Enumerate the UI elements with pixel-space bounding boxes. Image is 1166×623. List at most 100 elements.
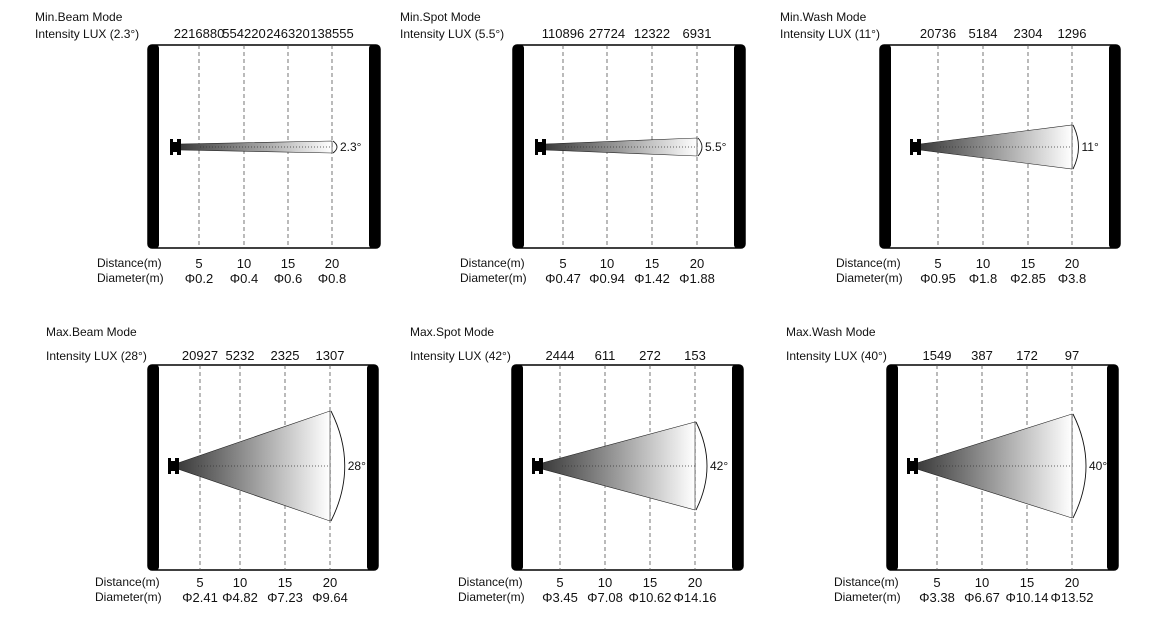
intensity-label: Intensity LUX (40°) [786, 349, 887, 363]
diameter-label: Diameter(m) [97, 271, 164, 285]
diameter-label: Diameter(m) [458, 590, 525, 604]
lux-value: 246320 [266, 26, 310, 41]
fixture-notch [535, 471, 539, 474]
diameter-value: Φ14.16 [673, 590, 717, 605]
frame-right-bar [367, 365, 378, 570]
fixture-notch [171, 458, 175, 461]
frame-left-bar [148, 45, 159, 248]
frame-left-bar [512, 365, 523, 570]
diameter-value: Φ0.2 [184, 271, 214, 286]
lux-value: 554220 [222, 26, 266, 41]
light-beam [919, 124, 1073, 170]
distance-label: Distance(m) [95, 575, 160, 589]
light-fixture-icon [168, 458, 179, 474]
diameter-value: Φ9.64 [312, 590, 348, 605]
beam-angle-label: 11° [1081, 140, 1099, 154]
diameter-value: Φ7.23 [267, 590, 303, 605]
diameter-value: Φ7.08 [587, 590, 623, 605]
intensity-label: Intensity LUX (2.3°) [35, 27, 140, 41]
lux-value: 1549 [922, 348, 952, 363]
diameter-label: Diameter(m) [460, 271, 527, 285]
fixture-notch [913, 152, 917, 155]
light-beam [179, 140, 333, 154]
lux-value: 2216880 [173, 26, 225, 41]
frame-left-bar [148, 365, 159, 570]
panel-title: Min.Beam Mode [35, 10, 123, 24]
angle-arc [332, 140, 338, 154]
distance-label: Distance(m) [97, 256, 162, 270]
diameter-value: Φ2.85 [1010, 271, 1046, 286]
lux-value: 5184 [968, 26, 998, 41]
distance-value: 20 [687, 575, 703, 590]
diameter-value: Φ1.42 [634, 271, 670, 286]
lux-value: 153 [684, 348, 706, 363]
distance-value: 5 [196, 575, 204, 590]
panel-title: Min.Wash Mode [780, 10, 867, 24]
frame-right-bar [1107, 365, 1118, 570]
diameter-value: Φ3.8 [1057, 271, 1087, 286]
diameter-value: Φ10.14 [1005, 590, 1049, 605]
lux-value: 12322 [633, 26, 671, 41]
intensity-label: Intensity LUX (28°) [46, 349, 147, 363]
distance-label: Distance(m) [834, 575, 899, 589]
lux-value: 387 [971, 348, 993, 363]
distance-value: 5 [559, 256, 567, 271]
distance-value: 5 [556, 575, 564, 590]
distance-value: 10 [236, 256, 252, 271]
lux-value: 2325 [270, 348, 300, 363]
distance-value: 20 [322, 575, 338, 590]
lux-value: 110896 [541, 26, 585, 41]
distance-value: 5 [195, 256, 203, 271]
light-fixture-icon [170, 139, 181, 155]
angle-arc [330, 410, 346, 522]
beam-angle-label: 5.5° [705, 140, 727, 154]
lux-value: 611 [594, 348, 616, 363]
diameter-value: Φ0.4 [229, 271, 259, 286]
diameter-value: Φ10.62 [628, 590, 672, 605]
distance-value: 15 [642, 575, 658, 590]
light-beam [541, 421, 696, 511]
light-fixture-icon [532, 458, 543, 474]
fixture-notch [538, 139, 542, 142]
diameter-value: Φ0.6 [273, 271, 303, 286]
beam-angle-label: 2.3° [340, 140, 362, 154]
distance-value: 15 [644, 256, 660, 271]
lux-value: 2304 [1013, 26, 1043, 41]
fixture-notch [173, 139, 177, 142]
panel-title: Max.Spot Mode [410, 325, 495, 339]
diameter-value: Φ6.67 [964, 590, 1000, 605]
lux-value: 27724 [588, 26, 626, 41]
lux-value: 5232 [225, 348, 255, 363]
diameter-value: Φ0.94 [589, 271, 625, 286]
distance-value: 10 [975, 256, 991, 271]
frame-right-bar [734, 45, 745, 248]
light-fixture-icon [535, 139, 546, 155]
frame-left-bar [887, 365, 898, 570]
intensity-label: Intensity LUX (42°) [410, 349, 511, 363]
beam-angle-label: 28° [347, 459, 366, 473]
angle-arc [1072, 124, 1079, 170]
diameter-value: Φ2.41 [182, 590, 218, 605]
distance-value: 5 [933, 575, 941, 590]
lux-value: 2444 [545, 348, 575, 363]
fixture-notch [910, 471, 914, 474]
fixture-notch [173, 152, 177, 155]
panel-title: Max.Wash Mode [786, 325, 876, 339]
light-fixture-icon [910, 139, 921, 155]
distance-label: Distance(m) [458, 575, 523, 589]
distance-value: 10 [232, 575, 248, 590]
angle-arc [697, 137, 703, 157]
fixture-notch [538, 152, 542, 155]
distance-label: Distance(m) [836, 256, 901, 270]
diameter-value: Φ3.38 [919, 590, 955, 605]
frame-right-bar [732, 365, 743, 570]
light-beam [544, 137, 698, 157]
lux-value: 20736 [919, 26, 957, 41]
diameter-value: Φ3.45 [542, 590, 578, 605]
distance-value: 10 [974, 575, 990, 590]
panel-title: Min.Spot Mode [400, 10, 481, 24]
frame-left-bar [513, 45, 524, 248]
angle-arc [695, 421, 708, 511]
distance-value: 10 [599, 256, 615, 271]
panel-title: Max.Beam Mode [46, 325, 137, 339]
